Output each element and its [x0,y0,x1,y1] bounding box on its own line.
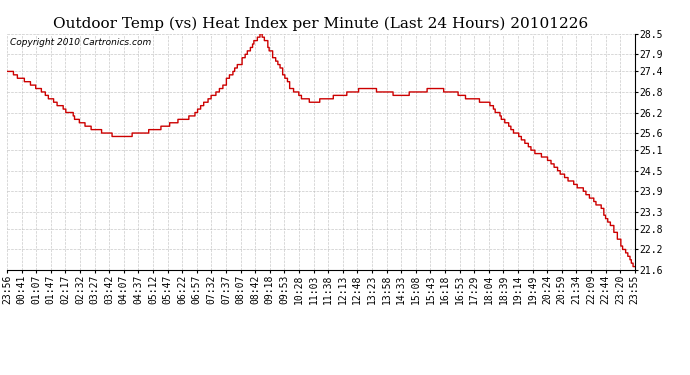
Title: Outdoor Temp (vs) Heat Index per Minute (Last 24 Hours) 20101226: Outdoor Temp (vs) Heat Index per Minute … [53,17,589,31]
Text: Copyright 2010 Cartronics.com: Copyright 2010 Cartronics.com [10,39,151,48]
